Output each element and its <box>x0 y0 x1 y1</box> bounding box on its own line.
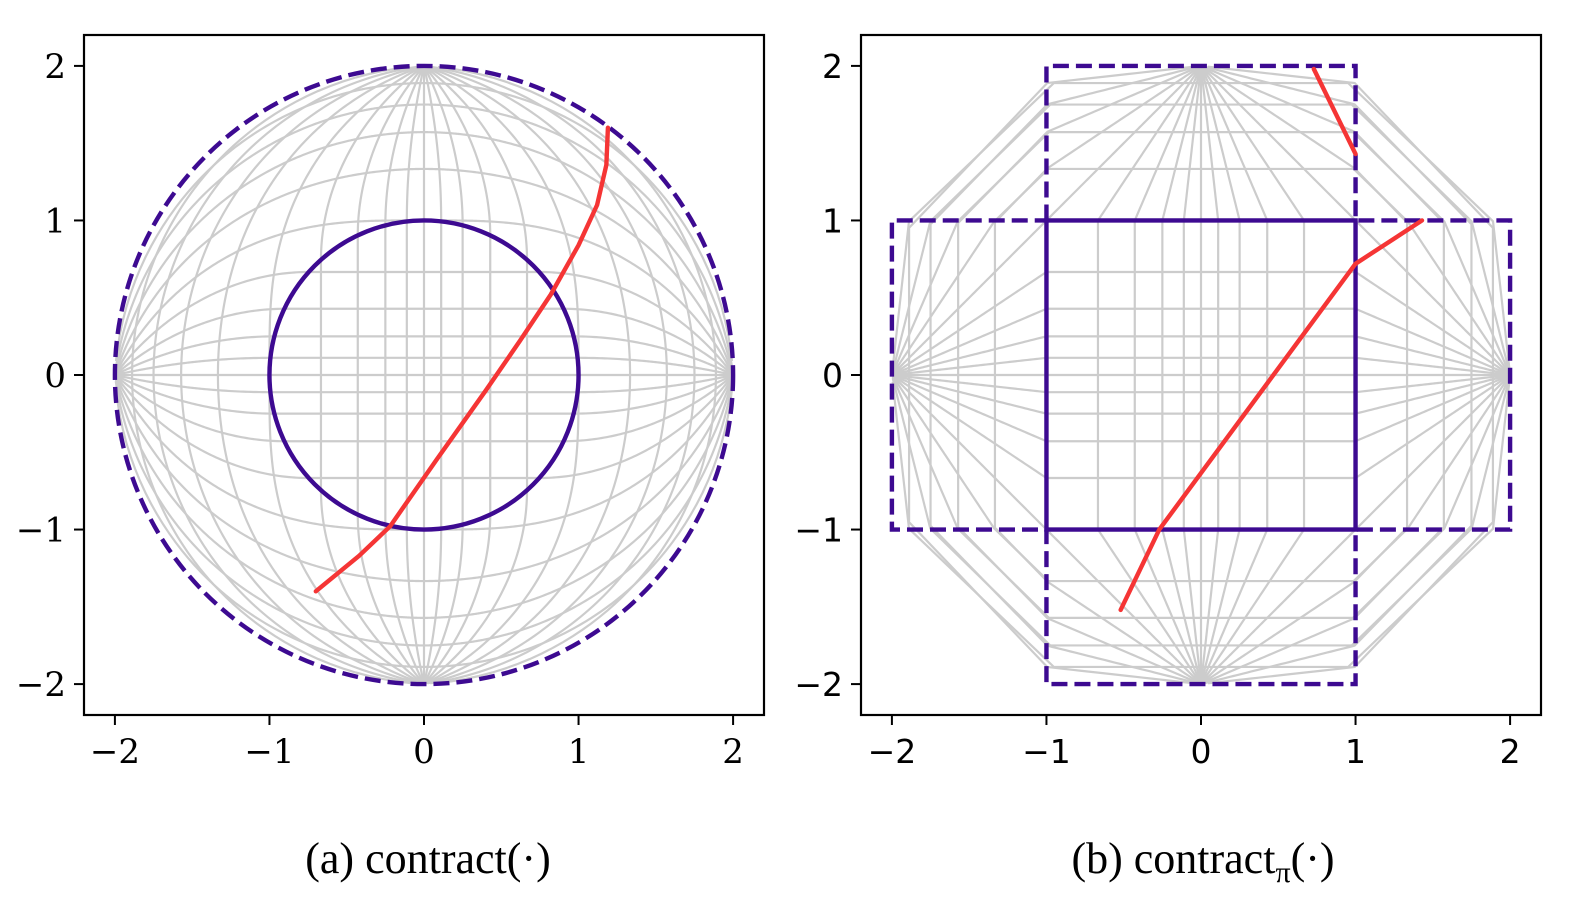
grid-line-vertical <box>427 65 668 685</box>
grid-line-vertical <box>423 66 443 684</box>
grid-line-horizontal <box>114 131 734 372</box>
grid-line-horizontal <box>115 335 733 376</box>
x-tick-label: 2 <box>722 732 744 772</box>
grid-lines-a <box>114 65 734 685</box>
y-tick-label: −2 <box>794 665 843 704</box>
grid-line-horizontal <box>892 270 1510 376</box>
y-tick-label: 2 <box>822 47 843 86</box>
grid-line-horizontal <box>891 81 1511 369</box>
grid-line-vertical <box>423 65 492 685</box>
grid-line-horizontal <box>114 270 734 375</box>
grid-line-horizontal <box>892 356 1510 377</box>
boundaries-a <box>112 63 736 687</box>
grid-line-horizontal <box>892 307 1510 376</box>
grid-line-vertical <box>1200 66 1269 684</box>
grid-lines-b <box>891 65 1511 685</box>
grid-line-horizontal <box>114 167 734 374</box>
x-tick-label: 1 <box>568 732 590 772</box>
chart-panel-b: −2 −1 0 1 2 2 1 0 −1 −2 (b) contractπ(·) <box>794 33 1543 889</box>
grid-line-vertical <box>1200 66 1306 684</box>
x-tick-label: 2 <box>1500 732 1521 771</box>
grid-line-vertical <box>1200 66 1241 684</box>
grid-line-horizontal <box>114 307 734 376</box>
grid-line-horizontal <box>114 103 734 369</box>
grid-line-vertical <box>1203 65 1473 685</box>
grid-line-horizontal <box>891 103 1511 373</box>
grid-line-horizontal <box>114 81 734 362</box>
grid-line-horizontal <box>891 167 1511 375</box>
ticks-b: −2 −1 0 1 2 2 1 0 −1 −2 <box>794 47 1520 771</box>
ticks-a: −2 −1 0 1 2 2 1 0 −1 −2 <box>16 47 744 772</box>
outer-boundary <box>112 63 736 687</box>
grid-line-vertical <box>424 65 529 685</box>
grid-line-vertical <box>1199 66 1220 684</box>
trajectory-b <box>1118 66 1425 613</box>
grid-line-vertical <box>1207 65 1495 685</box>
chart-panel-a: −2 −1 0 1 2 2 1 0 −1 −2 (a) contract(·) <box>16 33 766 883</box>
x-tick-label: 1 <box>1345 732 1366 771</box>
y-tick-label: 0 <box>822 356 843 395</box>
boundaries-b <box>889 63 1513 687</box>
inner-boundary <box>267 218 581 532</box>
outer-boundary <box>889 63 1513 687</box>
grid-line-vertical <box>437 65 718 685</box>
y-tick-label: −1 <box>16 511 66 551</box>
x-tick-label: 0 <box>1191 732 1212 771</box>
grid-line-vertical <box>1202 65 1445 685</box>
grid-line-horizontal <box>892 335 1510 376</box>
trajectory-a <box>313 125 611 594</box>
grid-line-vertical <box>1201 65 1409 685</box>
grid-line-horizontal <box>891 131 1511 374</box>
grid-line-horizontal <box>115 356 733 376</box>
grid-line-vertical <box>423 66 464 684</box>
y-tick-label: 0 <box>44 356 66 396</box>
caption-a: (a) contract(·) <box>305 834 551 883</box>
y-tick-label: −2 <box>16 665 66 705</box>
x-tick-label: 0 <box>413 732 435 772</box>
y-tick-label: 1 <box>822 201 843 240</box>
y-tick-label: −1 <box>794 511 843 550</box>
x-tick-label: −1 <box>1022 732 1071 771</box>
trajectory-line <box>1311 66 1358 157</box>
y-tick-label: 1 <box>44 201 66 241</box>
x-tick-label: −2 <box>868 732 917 771</box>
grid-line-vertical <box>425 65 632 685</box>
y-tick-label: 2 <box>44 47 66 87</box>
inner-boundary <box>1044 218 1358 532</box>
caption-b: (b) contractπ(·) <box>1071 834 1334 889</box>
trajectory-line <box>1118 218 1425 613</box>
x-tick-label: −2 <box>90 732 140 772</box>
x-tick-label: −1 <box>244 732 294 772</box>
grid-line-vertical <box>430 65 696 685</box>
trajectory-line <box>313 125 611 594</box>
